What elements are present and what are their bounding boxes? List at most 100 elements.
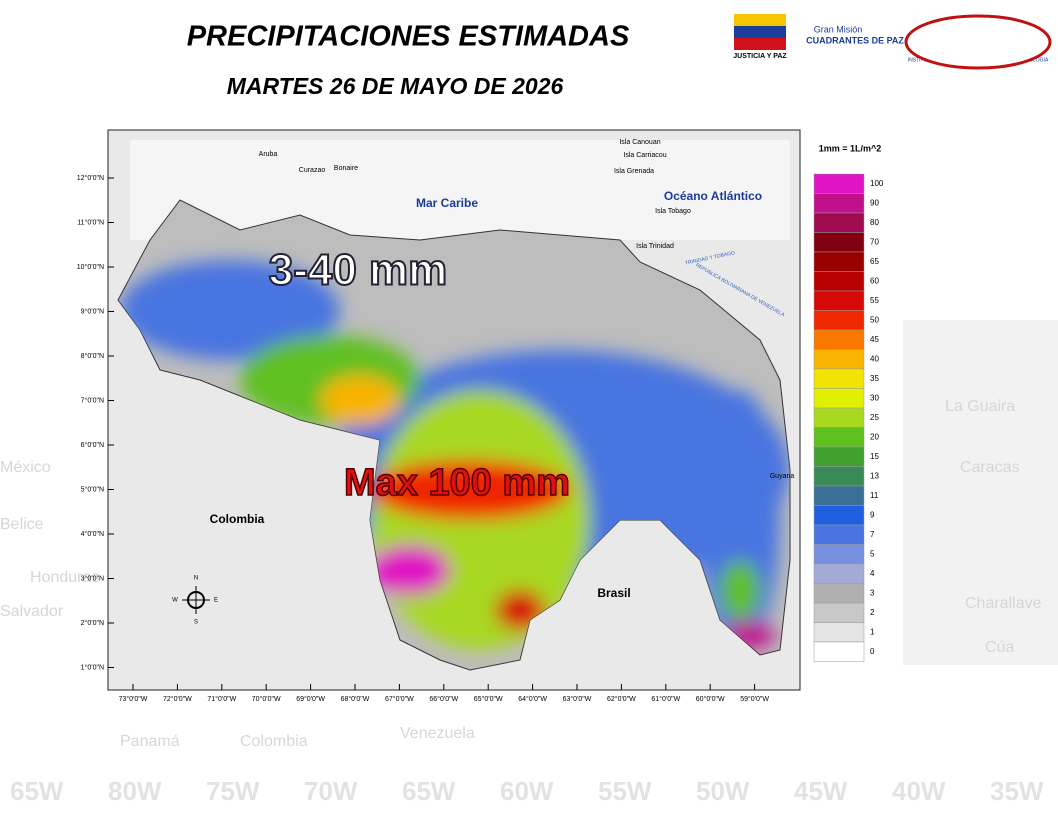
bg-longitude: 50W [696,776,750,806]
lat-tick-label: 5°0'0"N [81,485,104,493]
legend-label: 5 [870,550,875,559]
compass-label: S [194,620,198,626]
legend-swatch [813,388,865,409]
compass-label: N [194,576,198,582]
legend-label: 0 [870,647,875,656]
legend-swatch [813,271,865,292]
map-label: Aruba [259,151,278,158]
sea [130,140,790,240]
legend-label: 11 [870,491,879,500]
lon-tick-label: 70°0'0"W [252,695,281,703]
annotation: 3-40 mm [269,246,448,295]
legend-swatch [813,602,865,623]
lat-tick-label: 1°0'0"N [81,663,104,671]
map-label: Colombia [210,512,265,526]
lon-tick-label: 63°0'0"W [563,695,592,703]
subtitle: MARTES 26 DE MAYO DE 2026 [227,73,564,99]
lat-tick-label: 11°0'0"N [77,218,104,226]
map-label: Brasil [597,586,630,600]
legend-label: 4 [870,569,875,578]
map-label: Isla Carriacou [623,152,666,159]
legend-swatch [813,349,865,370]
map-label: Isla Canouan [619,139,660,146]
bg-longitude: 75W [206,776,260,806]
legend-label: 50 [870,316,879,325]
legend-swatch [813,232,865,253]
lat-tick-label: 6°0'0"N [81,441,104,449]
bg-panel [903,320,1058,665]
compass [182,586,210,614]
legend-swatch [813,485,865,506]
map-label: Océano Atlántico [664,189,762,203]
bg-place: Salvador [0,603,64,620]
map-label: Mar Caribe [416,196,478,210]
bg-longitude: 65W [402,776,456,806]
lon-tick-label: 68°0'0"W [341,695,370,703]
map-label: Isla Tobago [655,208,691,215]
legend-swatch [813,329,865,350]
lat-tick-label: 9°0'0"N [81,307,104,315]
legend-swatch [813,583,865,604]
legend-label: 45 [870,335,879,344]
legend-label: 25 [870,413,879,422]
bg-longitude: 40W [892,776,946,806]
bg-place: Panamá [120,733,180,750]
legend-label: 70 [870,238,879,247]
compass-label: W [172,598,178,604]
map-label: Bonaire [334,165,358,172]
lat-tick-label: 4°0'0"N [81,530,104,538]
lat-tick-label: 8°0'0"N [81,352,104,360]
legend-label: 13 [870,472,879,481]
legend-label: 40 [870,355,879,364]
rain-field [120,260,790,650]
legend-label: 1 [870,628,875,637]
legend-swatch [813,622,865,643]
legend-swatch [813,505,865,526]
lon-tick-label: 66°0'0"W [429,695,458,703]
legend-swatch [813,427,865,448]
bg-place: México [0,459,51,476]
bg-place: Honduras [30,569,99,586]
bg-longitude: 45W [794,776,848,806]
bg-longitude: 55W [598,776,652,806]
logo-text: Gran Misión [814,24,863,34]
bg-place: Venezuela [400,725,475,742]
bg-place: Cúa [985,639,1014,656]
legend-label: 60 [870,277,879,286]
logo-text: CUADRANTES DE PAZ [806,35,904,45]
legend-swatch [813,524,865,545]
legend-label: 55 [870,296,879,305]
legend-swatch [813,251,865,272]
legend-swatch [813,466,865,487]
map-label: Curazao [299,167,326,174]
lat-tick-label: 10°0'0"N [77,263,104,271]
bg-longitude: 80W [108,776,162,806]
legend-swatch [813,446,865,467]
bg-place: Belice [0,516,44,533]
inameh-badge [904,14,1052,70]
bg-place: Caracas [960,459,1020,476]
bg-longitude: 60W [500,776,554,806]
legend-label: 2 [870,608,875,617]
flag [734,38,786,50]
legend-title: 1mm = 1L/m^2 [819,143,882,153]
lon-tick-label: 73°0'0"W [119,695,148,703]
lon-tick-label: 72°0'0"W [163,695,192,703]
lat-tick-label: 12°0'0"N [77,174,104,182]
annotation: Max 100 mm [344,462,570,504]
legend-label: 9 [870,511,875,520]
title: PRECIPITACIONES ESTIMADAS [187,21,630,53]
lon-tick-label: 69°0'0"W [296,695,325,703]
lon-tick-label: 61°0'0"W [651,695,680,703]
legend-swatch [813,193,865,214]
lon-tick-label: 64°0'0"W [518,695,547,703]
legend-label: 80 [870,218,879,227]
logo-text: JUSTICIA Y PAZ [733,53,787,60]
legend-label: 65 [870,257,879,266]
legend-swatch [813,641,865,662]
bg-longitude: 35W [990,776,1044,806]
lat-tick-label: 2°0'0"N [81,619,104,627]
legend-swatch [813,310,865,331]
lon-tick-label: 59°0'0"W [740,695,769,703]
